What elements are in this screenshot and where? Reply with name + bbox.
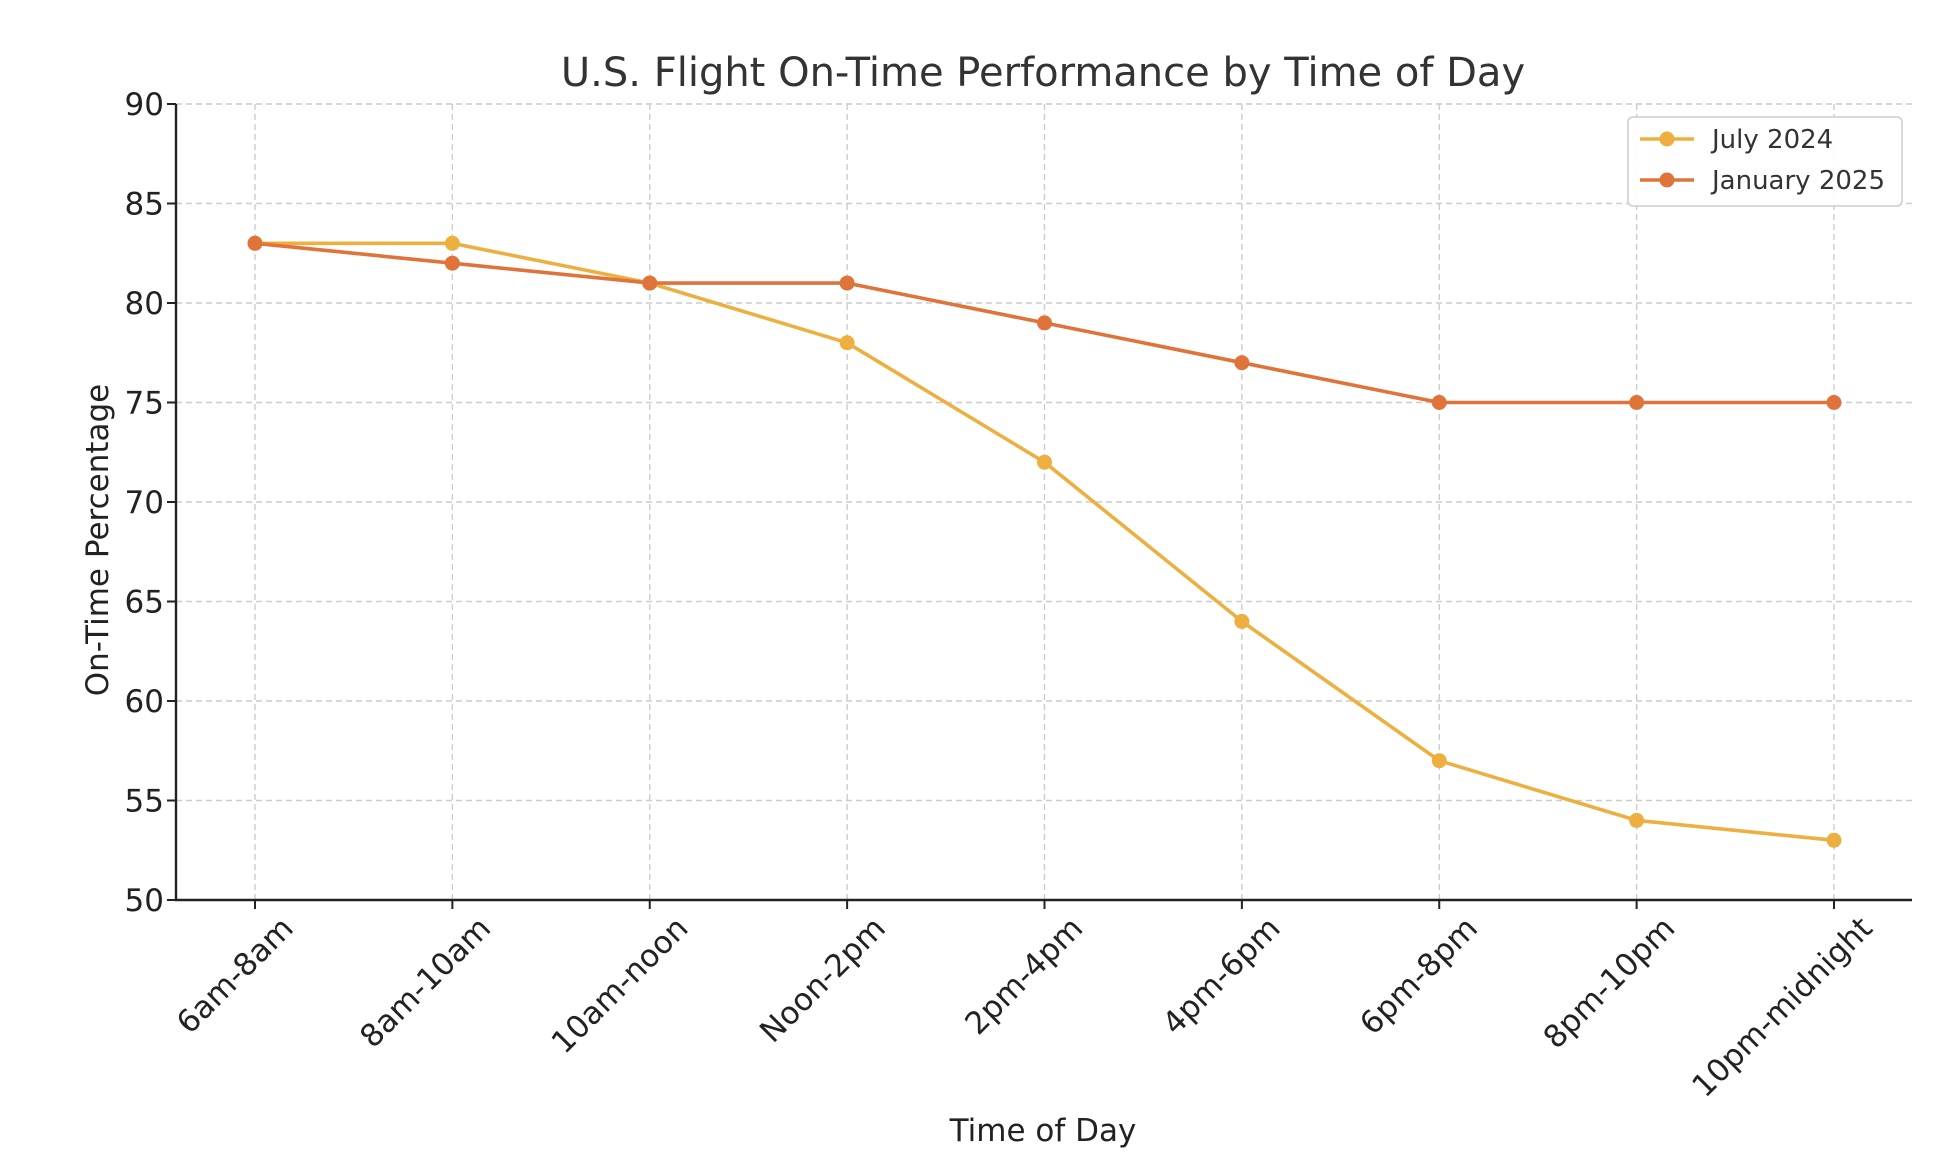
legend: July 2024 January 2025 bbox=[1627, 116, 1903, 207]
y-tick-label: 70 bbox=[125, 485, 164, 521]
x-tick-label: 4pm-6pm bbox=[1156, 910, 1288, 1042]
data-point-july-2024 bbox=[839, 335, 855, 351]
data-point-january-2025 bbox=[1431, 395, 1447, 410]
y-tick-label: 65 bbox=[125, 585, 164, 621]
grid bbox=[176, 103, 1912, 901]
data-point-january-2025 bbox=[839, 275, 855, 291]
series-lines bbox=[253, 241, 1836, 843]
data-point-january-2025 bbox=[1629, 395, 1645, 410]
data-point-july-2024 bbox=[1037, 454, 1052, 470]
x-tick-label: 6am-8am bbox=[170, 910, 301, 1041]
chart-title: U.S. Flight On-Time Performance by Time … bbox=[561, 50, 1525, 96]
x-tick-label: 6pm-8pm bbox=[1353, 910, 1485, 1042]
series-points bbox=[247, 235, 1842, 848]
y-tick-label: 80 bbox=[125, 286, 164, 322]
legend-swatch-marker-july-2024 bbox=[1659, 131, 1675, 147]
data-point-july-2024 bbox=[444, 235, 460, 251]
data-point-january-2025 bbox=[1826, 395, 1842, 410]
legend-label-january-2025: January 2025 bbox=[1710, 166, 1885, 196]
y-tick-label: 85 bbox=[125, 187, 164, 223]
x-tick-label: Noon-2pm bbox=[753, 910, 893, 1050]
data-point-january-2025 bbox=[1037, 315, 1052, 331]
axes: 50 55 60 65 70 75 80 85 90 6am-8am 8am-10am 10am-no… bbox=[125, 87, 1912, 1104]
x-tick-label: 8pm-10pm bbox=[1537, 910, 1683, 1056]
data-point-january-2025 bbox=[642, 275, 658, 291]
legend-label-july-2024: July 2024 bbox=[1710, 125, 1833, 155]
legend-swatch-marker-january-2025 bbox=[1659, 172, 1675, 188]
y-tick-label: 75 bbox=[125, 386, 164, 422]
series-line-july-2024 bbox=[253, 241, 1836, 843]
y-tick-label: 55 bbox=[125, 784, 164, 820]
legend-box bbox=[1627, 116, 1903, 207]
data-point-july-2024 bbox=[1234, 613, 1250, 629]
data-point-january-2025 bbox=[1234, 355, 1250, 371]
y-axis-title: On-Time Percentage bbox=[80, 384, 116, 697]
data-point-july-2024 bbox=[1431, 753, 1447, 769]
data-point-july-2024 bbox=[1629, 812, 1645, 828]
data-point-january-2025 bbox=[247, 235, 263, 251]
x-tick-label: 2pm-4pm bbox=[958, 910, 1090, 1042]
x-tick-label: 8am-10am bbox=[353, 910, 498, 1055]
x-tick-label: 10am-noon bbox=[545, 910, 696, 1061]
y-tick-label: 90 bbox=[125, 87, 164, 123]
data-point-january-2025 bbox=[444, 255, 460, 271]
x-axis-title: Time of Day bbox=[949, 1113, 1137, 1149]
x-tick-label: 10pm-midnight bbox=[1685, 910, 1879, 1104]
data-point-july-2024 bbox=[1826, 832, 1842, 848]
y-tick-label: 60 bbox=[125, 684, 164, 720]
y-tick-label: 50 bbox=[125, 883, 164, 919]
